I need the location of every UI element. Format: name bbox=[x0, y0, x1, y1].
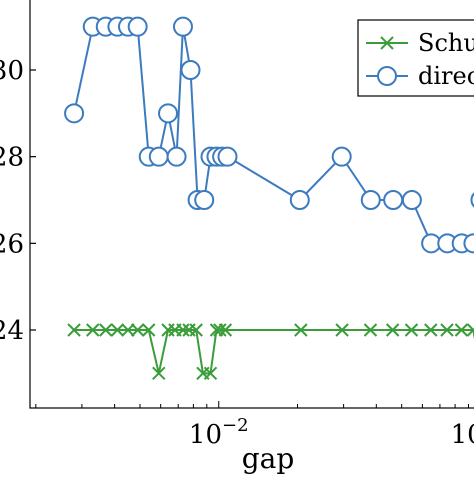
data-point-direct bbox=[463, 233, 474, 254]
data-point-schur bbox=[99, 323, 113, 337]
data-point-schur bbox=[189, 323, 203, 337]
y-tick-label: 30 bbox=[0, 56, 24, 86]
data-point-direct bbox=[148, 146, 169, 167]
data-point-direct bbox=[331, 146, 352, 167]
legend-marker-schur bbox=[380, 36, 394, 50]
data-point-schur bbox=[294, 323, 308, 337]
data-point-schur bbox=[203, 366, 218, 381]
data-point-schur bbox=[67, 323, 81, 337]
data-point-schur bbox=[363, 323, 378, 337]
legend-marker-direct bbox=[377, 66, 397, 86]
data-point-direct bbox=[289, 190, 310, 210]
x-tick-label: 10−2 bbox=[189, 415, 249, 450]
data-point-direct bbox=[127, 16, 148, 37]
data-point-direct bbox=[64, 103, 85, 124]
data-point-schur bbox=[142, 323, 156, 337]
data-point-schur bbox=[404, 323, 419, 337]
data-point-direct bbox=[158, 103, 179, 124]
data-point-schur bbox=[335, 323, 349, 337]
data-point-schur bbox=[213, 323, 227, 337]
data-point-direct bbox=[360, 190, 381, 210]
data-point-schur bbox=[218, 323, 233, 337]
data-point-direct bbox=[401, 190, 422, 210]
legend-label-schur: Schur bbox=[418, 29, 474, 57]
data-point-direct bbox=[166, 146, 187, 167]
data-point-schur bbox=[110, 323, 125, 337]
y-tick-label: 26 bbox=[0, 229, 24, 259]
x-tick-label: 10−1 bbox=[451, 415, 474, 450]
data-point-schur bbox=[454, 323, 469, 337]
series-line-schur bbox=[74, 329, 474, 375]
y-tick-label: 24 bbox=[0, 316, 24, 346]
data-point-direct bbox=[172, 16, 193, 37]
data-point-schur bbox=[86, 323, 100, 337]
data-point-schur bbox=[121, 323, 135, 337]
data-point-direct bbox=[180, 60, 201, 80]
data-point-schur bbox=[440, 323, 454, 337]
data-point-schur bbox=[385, 323, 400, 337]
data-point-direct bbox=[470, 192, 474, 208]
data-point-schur bbox=[424, 323, 438, 337]
data-point-direct bbox=[217, 146, 238, 167]
data-point-schur bbox=[130, 323, 145, 337]
data-point-direct bbox=[194, 190, 215, 210]
legend-box bbox=[357, 19, 474, 97]
y-tick-label: 28 bbox=[0, 143, 24, 173]
legend-label-direct: direct bbox=[418, 62, 474, 90]
data-point-schur bbox=[176, 323, 190, 337]
data-point-schur bbox=[466, 323, 474, 337]
data-point-schur bbox=[152, 366, 166, 381]
plot-frame bbox=[29, 0, 474, 409]
data-point-direct bbox=[383, 190, 404, 210]
x-axis-label: gap bbox=[242, 442, 295, 474]
